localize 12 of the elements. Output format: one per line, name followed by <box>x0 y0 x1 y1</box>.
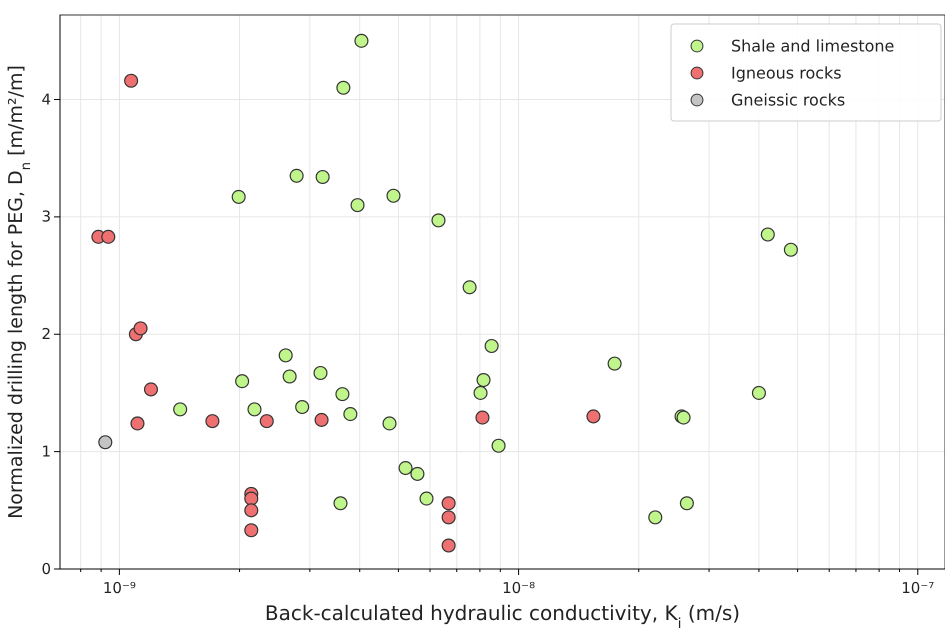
legend-label: Gneissic rocks <box>731 90 846 110</box>
y-tick-label: 4 <box>41 90 51 108</box>
y-tick-label: 1 <box>41 442 51 460</box>
y-tick-label: 3 <box>41 208 51 226</box>
legend-label: Igneous rocks <box>731 64 842 83</box>
x-axis-title: Back-calculated hydraulic conductivity, K$_{i}$ (m/s) <box>264 601 740 628</box>
y-tick-label: 2 <box>41 325 51 344</box>
legend-label: Shale and limestone <box>731 36 894 56</box>
x-tick-label: 10⁻⁸ <box>502 579 536 597</box>
x-tick-label: 10⁻⁹ <box>102 579 136 597</box>
y-tick-label: 0 <box>41 560 51 578</box>
x-tick-label: 10⁻⁷ <box>901 579 934 597</box>
